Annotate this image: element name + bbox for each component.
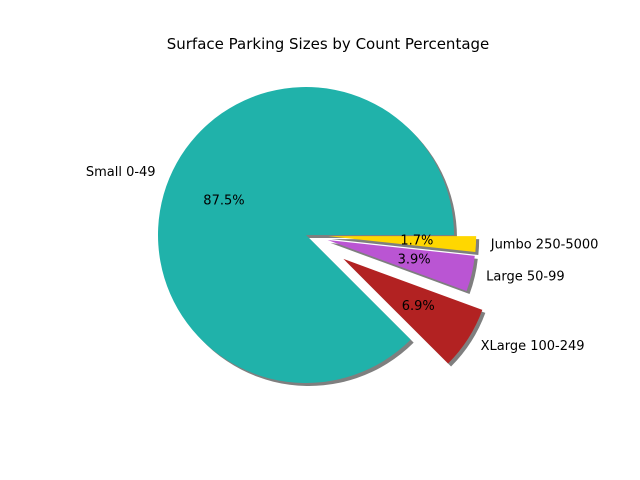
- slice-jumbo-250-5000: [328, 236, 477, 252]
- slice-small-0-49: [158, 86, 454, 383]
- slice-label-xlarge-100-249: XLarge 100-249: [481, 339, 585, 354]
- slice-percent-jumbo-250-5000: 1.7%: [400, 233, 433, 248]
- slice-percent-xlarge-100-249: 6.9%: [402, 299, 435, 314]
- slice-label-small-0-49: Small 0-49: [86, 165, 156, 180]
- slices: [158, 86, 483, 383]
- slice-xlarge-100-249: [343, 258, 483, 364]
- slice-label-large-50-99: Large 50-99: [486, 270, 564, 285]
- slice-labels: Small 0-49 87.5% XLarge 100-249 6.9% Large 5…: [86, 165, 599, 354]
- slice-percent-large-50-99: 3.9%: [398, 253, 431, 268]
- slice-label-jumbo-250-5000: Jumbo 250-5000: [490, 237, 599, 252]
- slice-large-50-99: [327, 240, 475, 292]
- slice-percent-small-0-49: 87.5%: [203, 194, 244, 209]
- chart-title: Surface Parking Sizes by Count Percentag…: [167, 35, 490, 53]
